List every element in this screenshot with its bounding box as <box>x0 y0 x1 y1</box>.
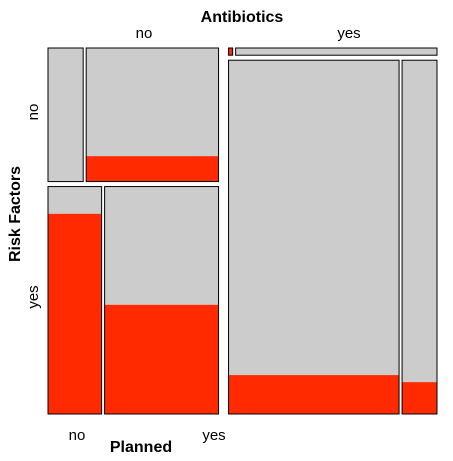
tile-ab-no-rf-no-planned-no <box>48 48 84 182</box>
y-axis-title: Risk Factors <box>7 166 24 262</box>
tile-ab-yes-rf-no-planned-yes <box>235 48 437 56</box>
tile-ab-no-rf-yes-planned-yes-border <box>104 186 220 415</box>
tile-ab-yes-rf-yes-planned-yes <box>402 60 437 414</box>
left-label-no: no <box>25 104 42 121</box>
x-axis-title: Planned <box>110 439 172 456</box>
chart-title: Antibiotics <box>201 9 284 26</box>
tile-ab-no-rf-yes-planned-no-border <box>47 186 103 415</box>
tile-ab-no-rf-yes-planned-no-outcome-fill <box>48 213 102 414</box>
tile-ab-no-rf-no-planned-yes-outcome-fill <box>86 156 219 182</box>
tile-ab-no-rf-no-planned-no-border <box>47 47 84 183</box>
tile-ab-no-rf-yes-planned-yes-outcome-fill <box>104 304 219 414</box>
tile-ab-yes-rf-yes-planned-no-outcome-fill <box>228 375 400 414</box>
tile-ab-yes-rf-yes-planned-no <box>228 60 400 414</box>
left-label-yes: yes <box>25 285 42 308</box>
tile-ab-yes-rf-yes-planned-no-border <box>228 59 400 415</box>
tile-ab-no-rf-no-planned-yes-border <box>85 47 220 183</box>
bottom-label-no: no <box>69 427 86 444</box>
bottom-label-yes: yes <box>202 427 225 444</box>
tile-ab-yes-rf-yes-planned-yes-outcome-fill <box>402 382 437 414</box>
top-label-yes: yes <box>337 25 360 42</box>
top-label-no: no <box>136 25 153 42</box>
tile-ab-yes-rf-no-planned-no-border <box>228 47 234 56</box>
tile-ab-yes-rf-yes-planned-yes-border <box>401 59 438 415</box>
tile-ab-yes-rf-no-planned-yes-border <box>235 47 438 56</box>
mosaic-tiles <box>47 47 438 415</box>
tile-ab-yes-rf-no-planned-no-outcome-fill <box>228 48 233 56</box>
